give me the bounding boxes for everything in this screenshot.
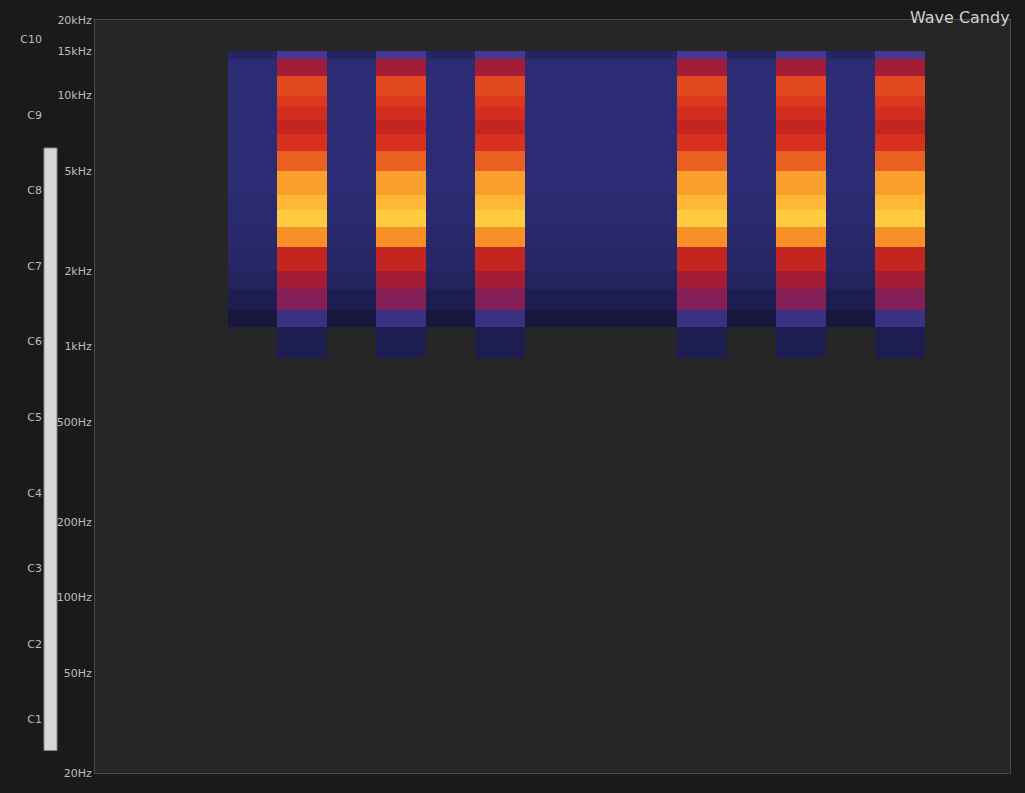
svg-text:C9: C9 bbox=[27, 109, 42, 122]
svg-text:15kHz: 15kHz bbox=[57, 45, 92, 58]
svg-text:C6: C6 bbox=[27, 335, 42, 348]
svg-text:C3: C3 bbox=[27, 562, 42, 575]
svg-text:1kHz: 1kHz bbox=[64, 340, 92, 353]
svg-text:C5: C5 bbox=[27, 411, 42, 424]
svg-text:C4: C4 bbox=[27, 487, 42, 500]
svg-text:C1: C1 bbox=[27, 713, 42, 726]
svg-text:C2: C2 bbox=[27, 638, 42, 651]
svg-text:10kHz: 10kHz bbox=[57, 89, 92, 102]
svg-text:5kHz: 5kHz bbox=[64, 165, 92, 178]
svg-text:C8: C8 bbox=[27, 184, 42, 197]
svg-text:C7: C7 bbox=[27, 260, 42, 273]
svg-text:C10: C10 bbox=[20, 33, 42, 46]
svg-text:20Hz: 20Hz bbox=[64, 767, 92, 780]
svg-text:200Hz: 200Hz bbox=[57, 516, 92, 529]
svg-text:2kHz: 2kHz bbox=[64, 265, 92, 278]
svg-text:100Hz: 100Hz bbox=[57, 591, 92, 604]
svg-text:50Hz: 50Hz bbox=[64, 667, 92, 680]
svg-text:500Hz: 500Hz bbox=[57, 416, 92, 429]
svg-text:20kHz: 20kHz bbox=[57, 14, 92, 27]
svg-text:Wave Candy: Wave Candy bbox=[910, 8, 1010, 27]
